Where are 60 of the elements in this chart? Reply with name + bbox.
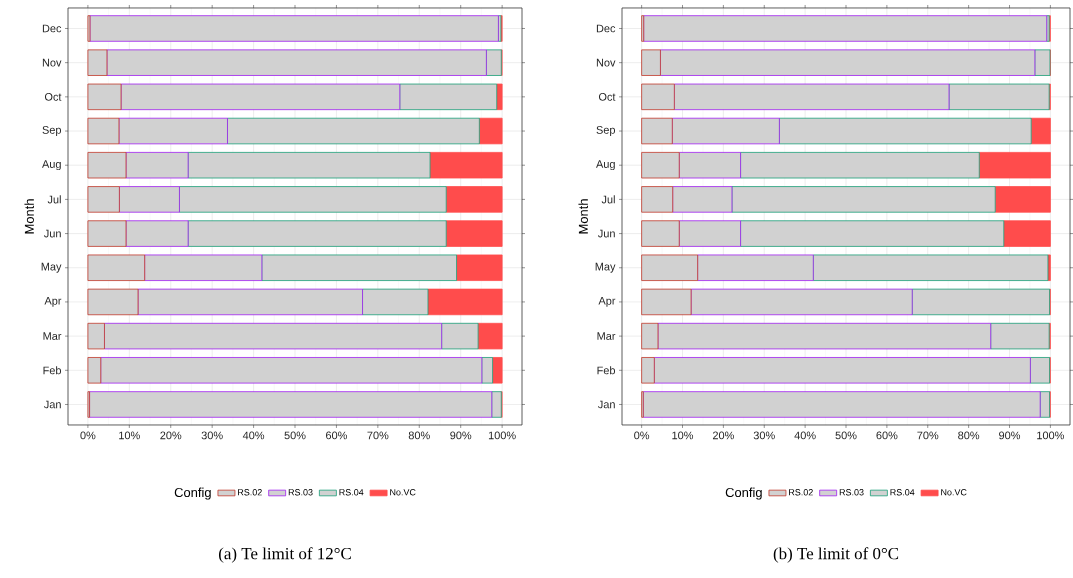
y-tick-label: Feb — [43, 366, 62, 375]
y-tick-label: Jul — [47, 195, 61, 204]
x-tick-label: 0% — [634, 431, 650, 440]
legend-label: RS.04 — [890, 489, 915, 496]
legend-title: Config — [725, 487, 762, 500]
y-tick-label: Mar — [597, 332, 616, 340]
y-tick-label: Nov — [42, 58, 62, 67]
legend-label: RS.03 — [288, 489, 313, 496]
y-tick-label: Sep — [42, 126, 62, 136]
x-tick-label: 40% — [242, 431, 265, 440]
x-tick-label: 20% — [712, 431, 734, 440]
x-tick-label: 0% — [80, 431, 96, 440]
y-tick-label: Jun — [43, 229, 61, 238]
x-tick-label: 90% — [450, 431, 472, 440]
x-tick-label: 80% — [408, 431, 430, 440]
y-tick-label: Apr — [598, 297, 616, 307]
y-tick-label: Aug — [42, 160, 61, 171]
x-tick-label: 10% — [672, 431, 694, 440]
x-tick-label: 30% — [753, 431, 775, 440]
legend-label: RS.03 — [839, 489, 864, 496]
y-axis-title: Month — [578, 199, 588, 234]
x-tick-label: 60% — [326, 431, 347, 440]
x-tick-label: 60% — [876, 431, 898, 440]
x-tick-label: 100% — [1037, 431, 1064, 440]
y-axis-title: Month — [24, 199, 34, 234]
y-tick-label: Jul — [601, 195, 615, 204]
y-tick-label: May — [41, 262, 62, 273]
text: (a) Te limit of 12°C — [219, 547, 351, 563]
x-tick-label: 50% — [284, 431, 306, 440]
y-tick-label: Apr — [44, 297, 62, 307]
y-tick-label: Jan — [43, 400, 61, 409]
y-tick-label: Aug — [596, 160, 615, 171]
x-tick-label: 70% — [367, 431, 389, 440]
y-tick-label: Oct — [44, 92, 62, 101]
y-tick-label: Sep — [596, 126, 616, 136]
y-tick-label: Feb — [597, 366, 616, 375]
y-tick-label: Dec — [596, 24, 616, 33]
x-tick-label: 10% — [119, 431, 140, 440]
legend-label: RS.02 — [238, 489, 262, 496]
x-tick-label: 50% — [835, 431, 857, 440]
text: (b) Te limit of 0°C — [773, 547, 899, 563]
x-tick-label: 100% — [488, 431, 516, 440]
y-tick-label: Dec — [42, 24, 62, 33]
x-tick-label: 30% — [201, 431, 223, 440]
y-tick-label: Jun — [597, 229, 615, 238]
y-tick-label: Jan — [597, 400, 615, 409]
y-tick-label: Mar — [43, 332, 62, 340]
y-tick-label: Oct — [598, 92, 616, 101]
x-tick-label: 20% — [160, 431, 182, 440]
legend-label: RS.02 — [789, 489, 813, 496]
y-tick-label: Nov — [596, 58, 616, 67]
x-tick-label: 40% — [794, 431, 816, 440]
legend-label: No.VC — [390, 489, 416, 496]
legend-label: RS.04 — [339, 489, 364, 496]
x-tick-label: 90% — [999, 431, 1021, 440]
x-tick-label: 70% — [917, 431, 939, 440]
x-tick-label: 80% — [958, 431, 980, 440]
legend-label: No.VC — [941, 489, 967, 496]
legend-title: Config — [174, 487, 211, 500]
y-tick-label: May — [595, 262, 616, 273]
